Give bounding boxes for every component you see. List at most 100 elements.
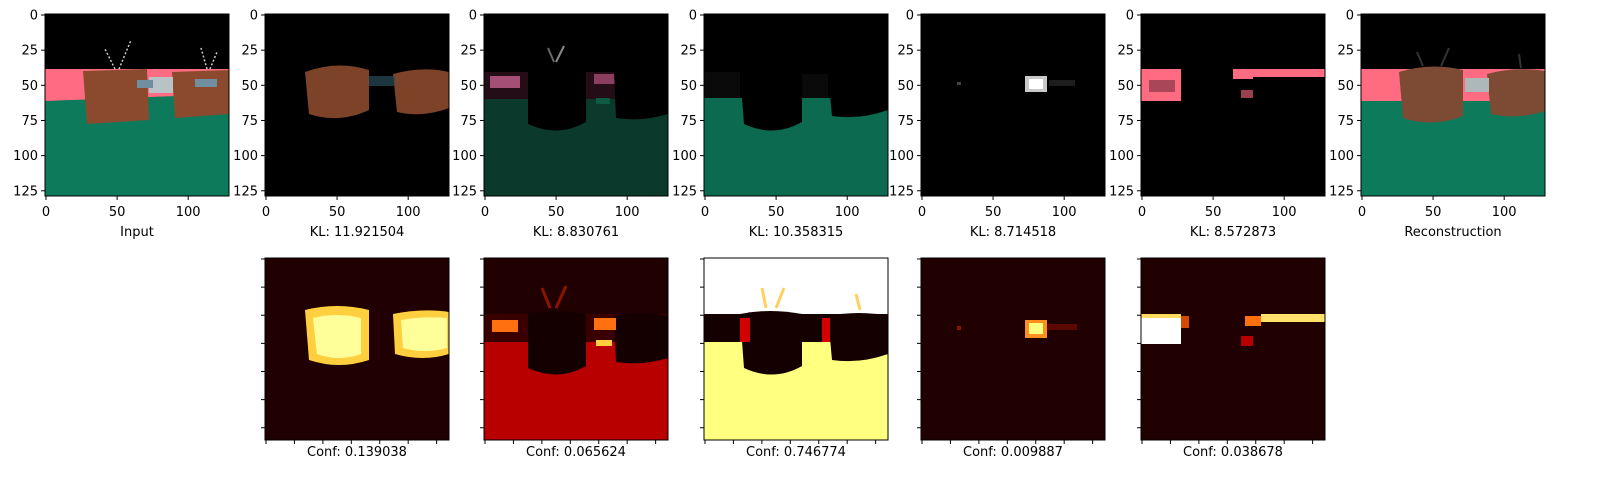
x-tick-label: 50 xyxy=(985,205,1002,220)
y-tick-label: 0 xyxy=(689,9,697,24)
y-tick-label: 0 xyxy=(250,9,258,24)
y-tick-label: 100 xyxy=(452,149,477,164)
confidence-panel-5: Conf: 0.038678 xyxy=(1137,257,1326,460)
x-tick-label: 0 xyxy=(1138,205,1146,220)
panel-frame xyxy=(264,257,450,441)
y-tick-label: 100 xyxy=(1109,149,1134,164)
y-tick-label: 50 xyxy=(21,79,38,94)
x-tick-label: 50 xyxy=(329,205,346,220)
y-tick-label: 0 xyxy=(1346,9,1354,24)
panel-caption: Conf: 0.139038 xyxy=(307,445,407,460)
x-tick-label: 100 xyxy=(1272,205,1297,220)
y-tick-label: 0 xyxy=(30,9,38,24)
y-tick-label: 50 xyxy=(460,79,477,94)
y-tick-label: 100 xyxy=(672,149,697,164)
panel-caption: KL: 11.921504 xyxy=(310,225,405,240)
x-tick-label: 100 xyxy=(396,205,421,220)
x-tick-label: 50 xyxy=(548,205,565,220)
y-tick-label: 125 xyxy=(672,184,697,199)
y-tick-label: 25 xyxy=(1117,44,1134,59)
y-tick-label: 75 xyxy=(1117,114,1134,129)
x-tick-label: 50 xyxy=(1205,205,1222,220)
panel-frame xyxy=(1140,13,1326,197)
panel-caption: KL: 10.358315 xyxy=(749,225,844,240)
component-3-panel: 0 50 100 0 25 50 75 100 125 KL: 10.358315 xyxy=(672,9,889,240)
panel-frame xyxy=(703,13,889,197)
x-tick-label: 50 xyxy=(109,205,126,220)
confidence-panel-2: Conf: 0.065624 xyxy=(480,256,670,460)
y-tick-label: 0 xyxy=(1126,9,1134,24)
confidence-map xyxy=(702,256,890,442)
y-tick-label: 0 xyxy=(469,9,477,24)
y-tick-label: 100 xyxy=(233,149,258,164)
confidence-panel-4: Conf: 0.009887 xyxy=(917,257,1106,460)
y-tick-label: 25 xyxy=(680,44,697,59)
component-5-panel: 0 50 100 0 25 50 75 100 125 KL: 8.572873 xyxy=(1109,9,1326,240)
y-tick-label: 125 xyxy=(452,184,477,199)
panel-frame xyxy=(264,13,450,197)
panel-caption: Conf: 0.746774 xyxy=(746,445,846,460)
y-tick-label: 25 xyxy=(21,44,38,59)
y-tick-label: 125 xyxy=(13,184,38,199)
panel-caption: KL: 8.572873 xyxy=(1190,225,1276,240)
x-tick-label: 100 xyxy=(615,205,640,220)
component-2-panel: 0 50 100 0 25 50 75 100 125 KL: 8.830761 xyxy=(452,9,669,240)
x-tick-label: 0 xyxy=(42,205,50,220)
confidence-panel-1: Conf: 0.139038 xyxy=(261,257,450,460)
y-tick-label: 25 xyxy=(460,44,477,59)
panel-caption: Conf: 0.009887 xyxy=(963,445,1063,460)
component-4-panel: 0 50 100 0 25 50 75 100 125 KL: 8.714518 xyxy=(889,9,1106,240)
panel-image xyxy=(1360,13,1546,197)
panel-frame xyxy=(1140,257,1326,441)
panel-frame xyxy=(483,13,669,197)
y-tick-label: 100 xyxy=(13,149,38,164)
panel-image xyxy=(921,14,1105,196)
y-tick-label: 50 xyxy=(1117,79,1134,94)
panel-caption: KL: 8.714518 xyxy=(970,225,1056,240)
panel-frame xyxy=(483,257,669,441)
y-tick-label: 25 xyxy=(897,44,914,59)
panel-image xyxy=(704,14,888,196)
y-tick-label: 100 xyxy=(1329,149,1354,164)
confidence-map xyxy=(921,258,1105,440)
y-tick-label: 50 xyxy=(897,79,914,94)
panel-frame xyxy=(920,13,1106,197)
panel-frame xyxy=(920,257,1106,441)
top-row: 0 50 100 0 25 50 75 100 125 Input 0 50 100 0 25 50 75 100… xyxy=(13,9,1546,240)
confidence-map xyxy=(1141,258,1325,440)
confidence-panel-3: Conf: 0.746774 xyxy=(700,256,890,460)
y-tick-label: 125 xyxy=(1109,184,1134,199)
panel-caption: KL: 8.830761 xyxy=(533,225,619,240)
panel-caption: Reconstruction xyxy=(1404,225,1501,240)
panel-image xyxy=(44,13,230,197)
panel-caption: Input xyxy=(120,225,154,240)
x-tick-label: 50 xyxy=(768,205,785,220)
y-tick-label: 50 xyxy=(241,79,258,94)
x-tick-label: 100 xyxy=(1492,205,1517,220)
panel-caption: Conf: 0.038678 xyxy=(1183,445,1283,460)
x-tick-label: 50 xyxy=(1425,205,1442,220)
y-tick-label: 75 xyxy=(21,114,38,129)
component-1-panel: 0 50 100 0 25 50 75 100 125 KL: 11.921504 xyxy=(233,9,450,240)
confidence-map xyxy=(265,258,449,440)
y-tick-label: 125 xyxy=(233,184,258,199)
y-tick-label: 75 xyxy=(897,114,914,129)
y-tick-label: 125 xyxy=(889,184,914,199)
panel-image xyxy=(1141,14,1325,196)
x-tick-label: 0 xyxy=(918,205,926,220)
y-tick-label: 75 xyxy=(680,114,697,129)
y-tick-label: 75 xyxy=(1337,114,1354,129)
x-tick-label: 0 xyxy=(1358,205,1366,220)
y-tick-label: 25 xyxy=(1337,44,1354,59)
x-tick-label: 0 xyxy=(262,205,270,220)
x-tick-label: 0 xyxy=(701,205,709,220)
x-tick-label: 0 xyxy=(481,205,489,220)
y-tick-label: 75 xyxy=(460,114,477,129)
panel-frame xyxy=(703,257,889,441)
y-tick-label: 25 xyxy=(241,44,258,59)
reconstruction-panel: 0 50 100 0 25 50 75 100 125 Reconstruction xyxy=(1329,9,1546,240)
bottom-row: Conf: 0.139038 Conf: 0.065624 Conf: 0.7467… xyxy=(261,256,1326,460)
confidence-map xyxy=(482,256,670,442)
input-panel: 0 50 100 0 25 50 75 100 125 Input xyxy=(13,9,230,240)
